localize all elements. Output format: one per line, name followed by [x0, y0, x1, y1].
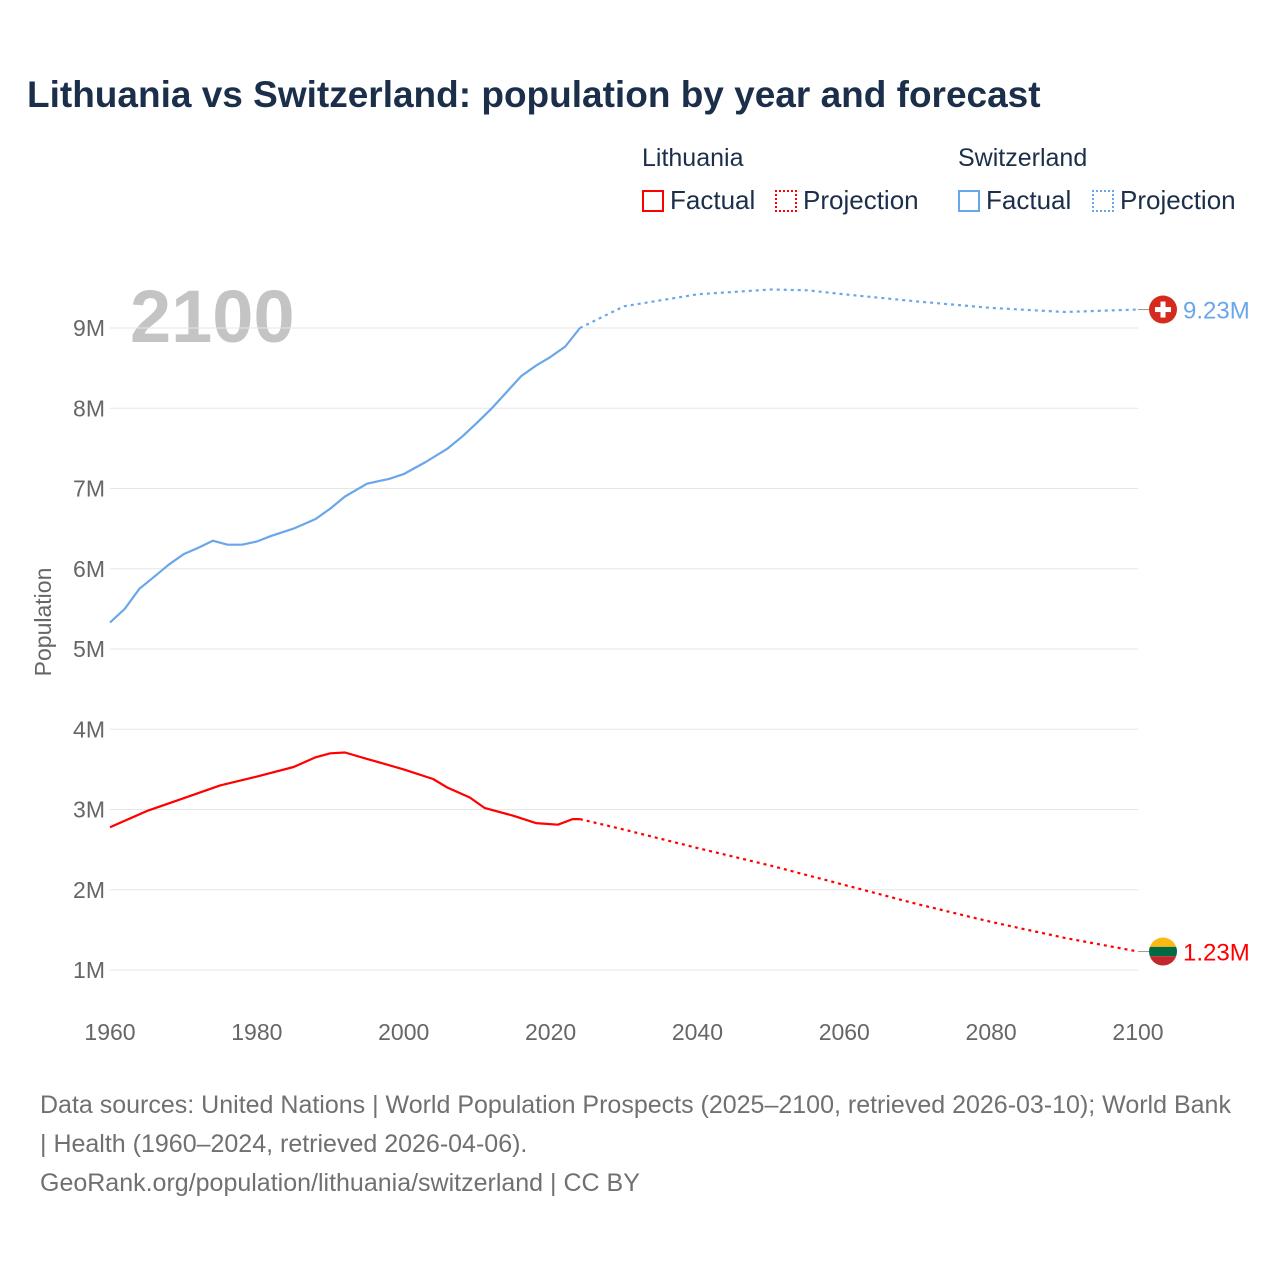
lithuania-end-label: 1.23M [1183, 940, 1250, 967]
switzerland-projection-line [579, 288, 1139, 329]
y-tick-label: 7M [73, 476, 105, 502]
lithuania-flag-icon [1149, 956, 1177, 966]
x-tick-label: 2020 [525, 1019, 576, 1045]
legend-lithuania-factual[interactable]: Factual [642, 185, 755, 216]
legend-group-lithuania: Lithuania [642, 144, 744, 172]
x-tick-label: 1980 [231, 1019, 282, 1045]
legend-switzerland-projection[interactable]: Projection [1092, 185, 1236, 216]
year-watermark: 2100 [130, 275, 295, 358]
legend-swatch-solid-icon [958, 189, 980, 212]
legend-lithuania-projection[interactable]: Projection [775, 185, 919, 216]
footer: Data sources: United Nations | World Pop… [40, 1086, 1240, 1203]
y-axis-label: Population [30, 568, 56, 677]
legend-swatch-dotted-icon [1092, 189, 1114, 212]
legend-label: Projection [1120, 185, 1236, 215]
y-tick-label: 9M [73, 315, 105, 341]
y-tick-label: 1M [73, 957, 105, 983]
y-tick-label: 2M [73, 877, 105, 903]
x-tick-label: 2100 [1112, 1019, 1163, 1045]
legend-label: Projection [803, 185, 919, 215]
legend-label: Factual [986, 185, 1072, 215]
lithuania-flag-icon [1149, 937, 1177, 947]
x-tick-label: 2000 [378, 1019, 429, 1045]
y-tick-label: 3M [73, 797, 105, 823]
source-link[interactable]: GeoRank.org/population/lithuania/switzer… [40, 1169, 640, 1197]
y-tick-label: 6M [73, 556, 105, 582]
legend-swatch-solid-icon [642, 189, 664, 212]
flag-cross-icon [1155, 307, 1171, 313]
switzerland-factual-line [109, 327, 581, 624]
x-tick-label: 2080 [966, 1019, 1017, 1045]
lithuania-projection-line [579, 818, 1139, 953]
legend-switzerland-factual[interactable]: Factual [958, 185, 1071, 216]
data-sources: Data sources: United Nations | World Pop… [40, 1091, 1231, 1158]
legend-group-switzerland: Switzerland [958, 144, 1088, 172]
legend-swatch-dotted-icon [775, 189, 797, 212]
y-tick-label: 5M [73, 636, 105, 662]
lithuania-flag-icon [1149, 946, 1177, 957]
lithuania-factual-line [109, 751, 580, 829]
y-tick-label: 8M [73, 395, 105, 421]
x-tick-label: 2040 [672, 1019, 723, 1045]
switzerland-end-label: 9.23M [1183, 298, 1250, 325]
chart-title: Lithuania vs Switzerland: population by … [27, 74, 1041, 115]
x-tick-label: 1960 [84, 1019, 135, 1045]
x-tick-label: 2060 [819, 1019, 870, 1045]
y-tick-label: 4M [73, 716, 105, 742]
legend-label: Factual [670, 185, 756, 215]
